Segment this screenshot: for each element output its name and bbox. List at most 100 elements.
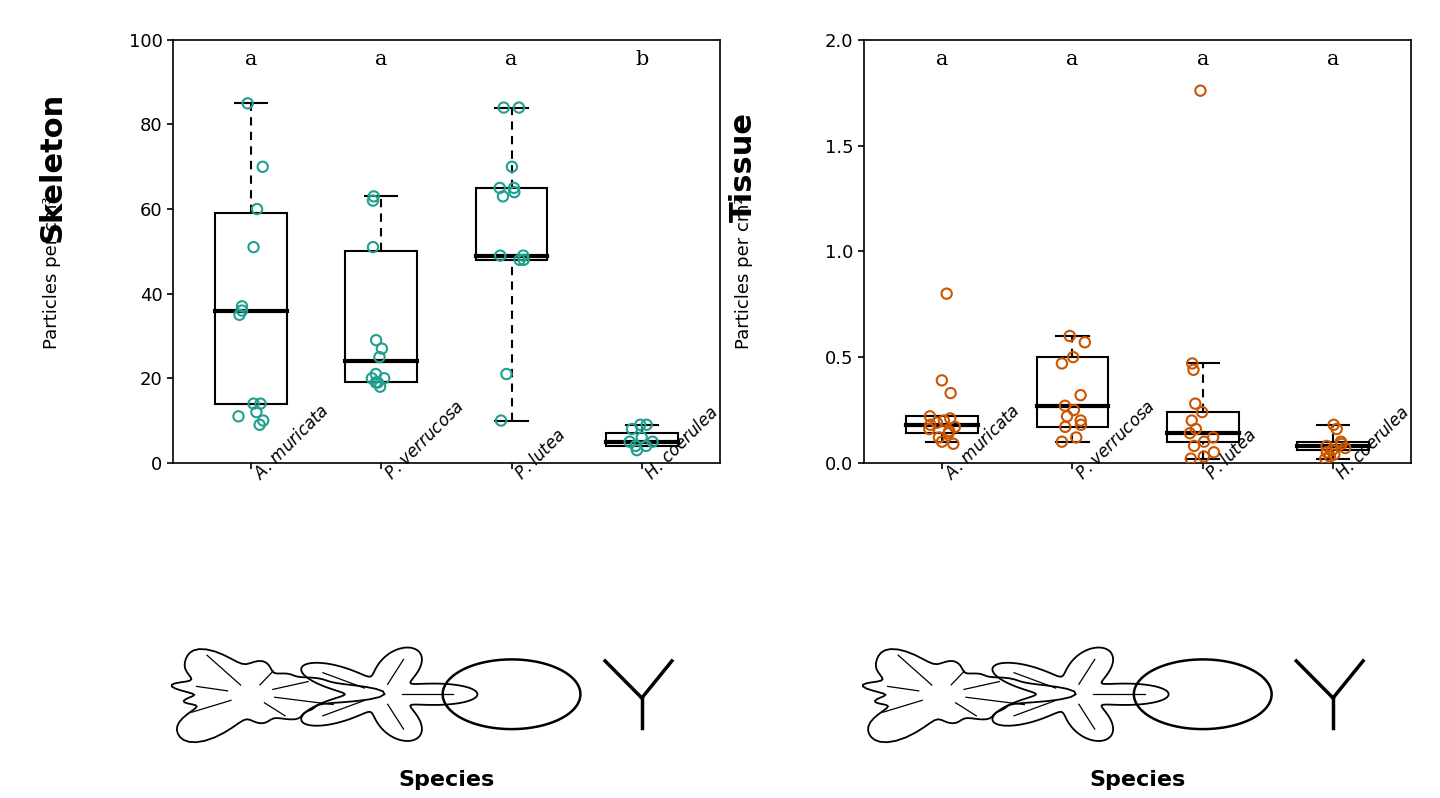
Text: $\it{P}$. $\it{verrucosa}$: $\it{P}$. $\it{verrucosa}$ [382,397,468,484]
Point [236,97,259,110]
Text: b: b [635,50,648,69]
Point [491,190,514,203]
Text: Species: Species [399,770,494,790]
Text: a: a [1066,50,1079,69]
Text: a: a [936,50,949,69]
Point [1315,446,1338,459]
Text: $\it{P}$. $\it{lutea}$: $\it{P}$. $\it{lutea}$ [511,426,569,484]
Text: $\it{H}$. $\it{coerulea}$: $\it{H}$. $\it{coerulea}$ [642,403,723,484]
Point [1068,389,1092,401]
Bar [1297,442,1369,450]
Point [363,190,386,203]
Bar [346,251,418,382]
Point [926,417,949,429]
Point [1058,330,1081,342]
Point [635,440,658,452]
Point [503,186,526,199]
Point [942,437,965,450]
Point [242,241,265,254]
Point [500,160,523,173]
Point [1329,436,1352,448]
Point [369,381,392,393]
Point [1182,363,1205,376]
Point [228,309,251,322]
Bar [215,213,287,404]
Bar [906,417,978,433]
Point [1323,448,1346,460]
Point [245,405,268,418]
Point [1179,452,1202,465]
Point [364,368,387,381]
Point [1325,423,1348,436]
Bar [606,433,678,446]
Point [360,372,383,385]
Point [1050,357,1073,369]
Point [1073,336,1096,349]
Point [1063,404,1086,417]
Point [919,418,942,431]
Point [361,194,384,207]
Point [490,414,513,427]
Point [1313,452,1336,465]
Point [364,334,387,346]
Text: $\it{H}$. $\it{coerulea}$: $\it{H}$. $\it{coerulea}$ [1333,403,1414,484]
Text: a: a [505,50,518,69]
Point [228,410,251,423]
Point [939,412,962,425]
Point [1320,444,1344,456]
Text: $\it{A}$. $\it{muricata}$: $\it{A}$. $\it{muricata}$ [251,401,333,484]
Point [1331,437,1354,450]
Point [932,414,955,427]
Text: Particles per cm²: Particles per cm² [734,196,753,349]
Bar [1166,412,1238,442]
Point [1182,440,1205,452]
Point [488,249,511,262]
Text: Particles per cm³: Particles per cm³ [43,196,62,349]
Point [1192,436,1215,448]
Point [373,372,396,385]
Text: $\it{P}$. $\it{lutea}$: $\it{P}$. $\it{lutea}$ [1202,426,1260,484]
Point [618,436,641,448]
Point [1201,431,1224,444]
Point [1068,414,1092,427]
Point [919,410,942,423]
Point [503,182,526,195]
Point [495,368,518,381]
Text: $\it{P}$. $\it{verrucosa}$: $\it{P}$. $\it{verrucosa}$ [1073,397,1159,484]
Text: Skeleton: Skeleton [37,92,66,242]
Point [249,397,272,410]
Point [242,397,265,410]
Point [1064,431,1087,444]
Point [230,300,253,313]
Point [625,444,648,456]
Point [370,342,393,355]
Bar [475,188,547,260]
Point [935,287,958,300]
Point [1061,351,1084,364]
Point [507,101,530,114]
Point [930,436,953,448]
Point [1181,357,1204,369]
Point [943,421,966,433]
Point [930,374,953,387]
Point [624,440,647,452]
Point [635,418,658,431]
Point [937,425,960,437]
Point [488,182,511,195]
Point [230,304,253,317]
Point [1054,421,1077,433]
Point [1181,414,1204,427]
Point [252,414,275,427]
Point [361,241,384,254]
Point [939,387,962,400]
Point [1184,397,1207,410]
Text: $\it{A}$. $\it{muricata}$: $\it{A}$. $\it{muricata}$ [942,401,1024,484]
Point [621,423,644,436]
Point [1191,405,1214,418]
Point [1054,399,1077,412]
Point [1050,436,1073,448]
Point [937,427,960,440]
Point [1070,418,1093,431]
Text: Species: Species [1090,770,1185,790]
Point [1315,440,1338,452]
